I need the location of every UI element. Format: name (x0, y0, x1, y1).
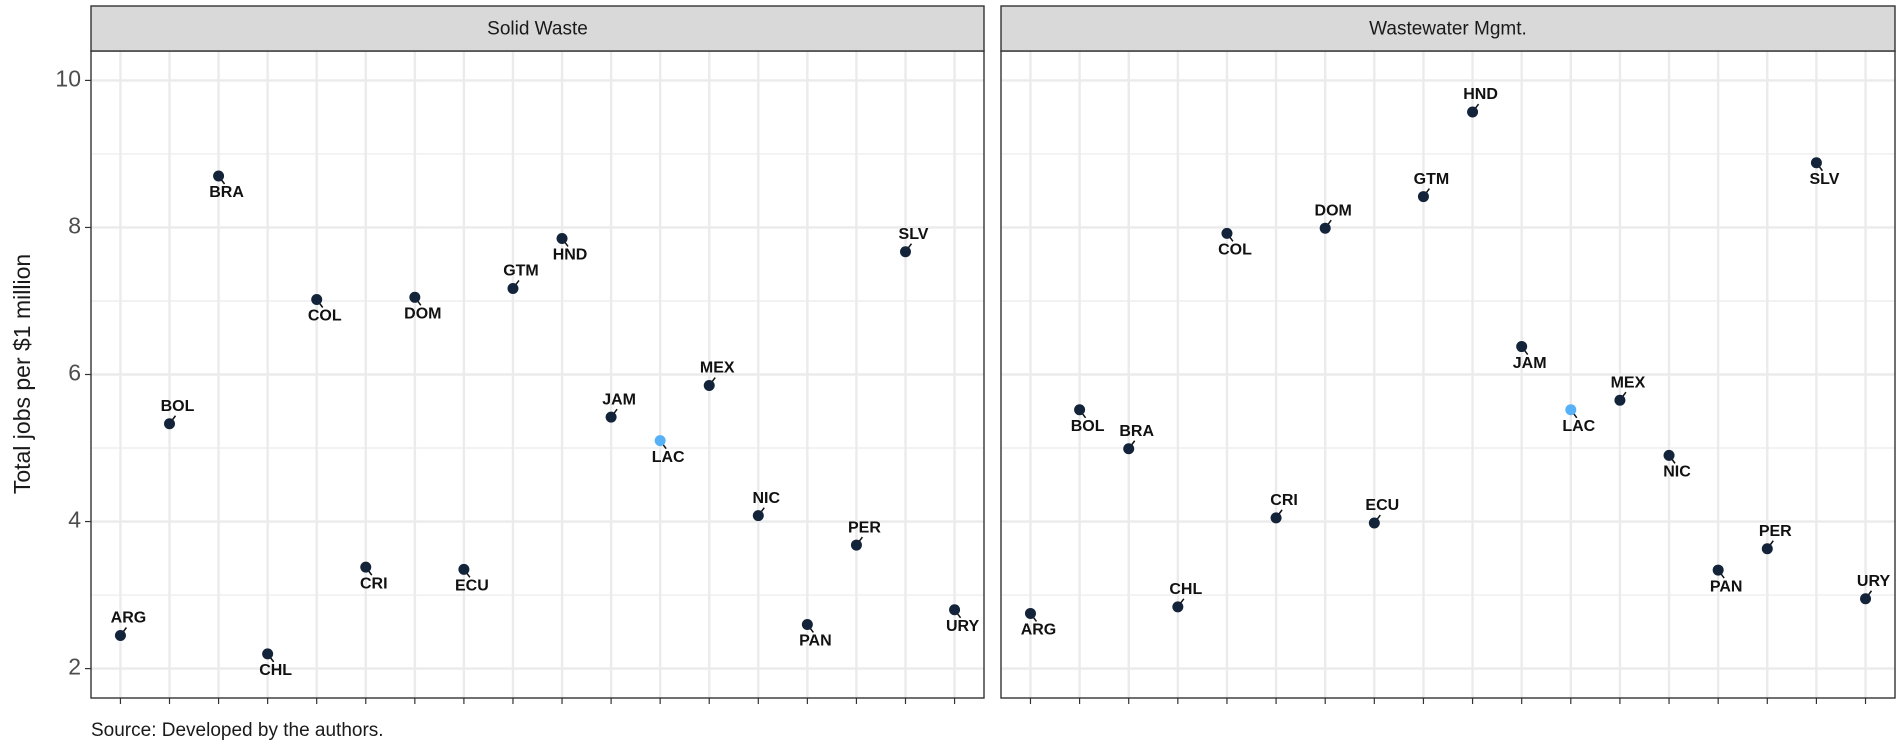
strip-title: Solid Waste (487, 19, 588, 40)
point (213, 170, 225, 182)
point-label: CRI (360, 575, 388, 592)
strip (1000, 5, 1896, 52)
point-label: DOM (404, 306, 441, 323)
point-label: NIC (1663, 464, 1691, 481)
y-tick-label: 8 (68, 213, 81, 239)
point (1270, 512, 1282, 524)
y-tick-label: 10 (55, 65, 81, 91)
point (1221, 227, 1233, 239)
point (262, 648, 274, 660)
point (1860, 593, 1872, 605)
point (409, 291, 421, 303)
point (1172, 601, 1184, 613)
source-note: Source: Developed by the authors. (91, 720, 384, 741)
point-label: URY (1857, 573, 1891, 590)
point-label: ARG (111, 610, 147, 627)
point (1467, 106, 1479, 118)
point (360, 561, 372, 573)
point-label: HND (1463, 86, 1498, 103)
point-label: BRA (209, 184, 244, 201)
point-label: COL (308, 308, 342, 325)
point-label: SLV (899, 226, 929, 243)
point-label: JAM (602, 391, 636, 408)
point-label: PER (1759, 523, 1792, 540)
point-label: PAN (1710, 578, 1743, 595)
point (1565, 404, 1577, 416)
point (1024, 607, 1036, 619)
point (1074, 404, 1086, 416)
point-label: GTM (1414, 171, 1450, 188)
point-label: CHL (259, 662, 292, 679)
point (752, 510, 764, 522)
point (1417, 191, 1429, 203)
point (1614, 394, 1626, 406)
point-label: MEX (1611, 374, 1646, 391)
point (1761, 543, 1773, 555)
point (899, 246, 911, 258)
y-axis-title: Total jobs per $1 million (9, 254, 35, 494)
point-label: ECU (455, 578, 489, 595)
point (114, 630, 126, 642)
point-label: BRA (1119, 423, 1154, 440)
point (949, 604, 961, 616)
point-label: GTM (503, 263, 539, 280)
point-label: COL (1218, 242, 1252, 259)
point-label: NIC (753, 490, 781, 507)
y-tick-label: 2 (68, 654, 81, 680)
point (311, 294, 323, 306)
point-label: JAM (1513, 355, 1547, 372)
point-label: ARG (1021, 622, 1057, 639)
point (164, 418, 176, 430)
point-label: BOL (1071, 418, 1105, 435)
point (605, 411, 617, 423)
point-label: CHL (1169, 581, 1202, 598)
point-label: PER (848, 519, 881, 536)
point-label: HND (553, 247, 588, 264)
point (1810, 157, 1822, 169)
point-label: CRI (1270, 492, 1298, 509)
point-label: SLV (1809, 171, 1839, 188)
point (458, 563, 470, 575)
point-label: BOL (161, 398, 195, 415)
point (850, 539, 862, 551)
point (507, 282, 519, 294)
point (1516, 341, 1528, 353)
point (1712, 564, 1724, 576)
point (1123, 443, 1135, 455)
point (1663, 449, 1675, 461)
point (1319, 222, 1331, 234)
point-label: MEX (700, 360, 735, 377)
point (801, 618, 813, 630)
point-label: LAC (1562, 418, 1595, 435)
point-label: URY (946, 618, 980, 635)
point (1368, 517, 1380, 529)
point (703, 380, 715, 392)
strip-title: Wastewater Mgmt. (1369, 19, 1527, 40)
point-label: ECU (1365, 497, 1399, 514)
point (556, 232, 568, 244)
point-label: LAC (652, 449, 685, 466)
y-tick-label: 6 (68, 360, 81, 386)
point (654, 435, 666, 447)
y-tick-label: 4 (68, 507, 81, 533)
strip (90, 5, 985, 52)
point-label: DOM (1315, 202, 1352, 219)
point-label: PAN (799, 633, 832, 650)
